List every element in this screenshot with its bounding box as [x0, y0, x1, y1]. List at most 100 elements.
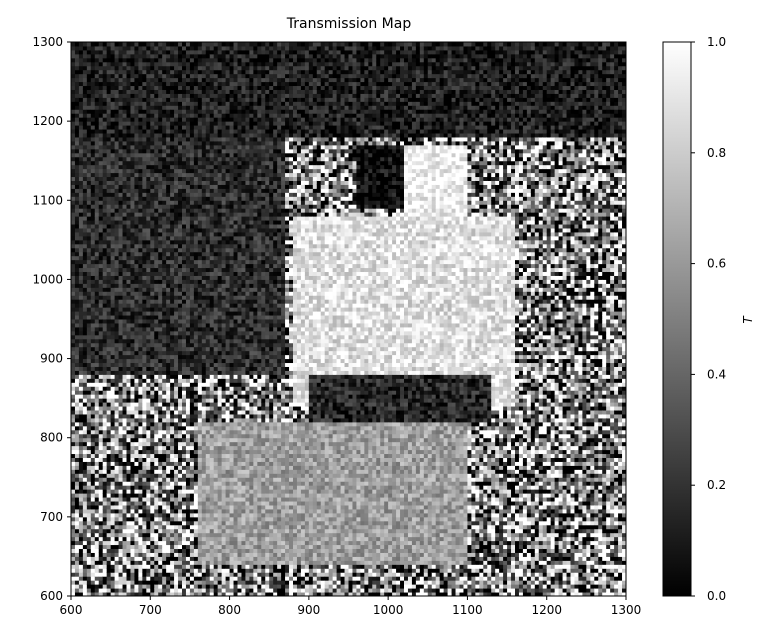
heatmap-cell	[142, 549, 146, 553]
heatmap-cell	[134, 497, 138, 501]
heatmap-cell	[103, 568, 107, 572]
heatmap-cell	[194, 564, 198, 568]
heatmap-cell	[170, 517, 174, 521]
heatmap-cell	[79, 501, 83, 505]
heatmap-cell	[170, 335, 174, 339]
heatmap-cell	[146, 438, 150, 442]
heatmap-cell	[178, 588, 182, 592]
heatmap-cell	[71, 153, 75, 157]
heatmap-cell	[166, 97, 170, 101]
heatmap-cell	[150, 450, 154, 454]
heatmap-cell	[182, 228, 186, 232]
heatmap-cell	[202, 240, 206, 244]
heatmap-cell	[174, 560, 178, 564]
heatmap-cell	[119, 46, 123, 50]
heatmap-cell	[123, 315, 127, 319]
heatmap-cell	[190, 458, 194, 462]
heatmap-cell	[142, 545, 146, 549]
heatmap-cell	[95, 311, 99, 315]
heatmap-cell	[142, 461, 146, 465]
heatmap-cell	[91, 501, 95, 505]
heatmap-cell	[178, 70, 182, 74]
heatmap-cell	[146, 533, 150, 537]
heatmap-cell	[95, 501, 99, 505]
heatmap-cell	[142, 117, 146, 121]
heatmap-cell	[123, 42, 127, 46]
heatmap-cell	[91, 311, 95, 315]
heatmap-cell	[71, 109, 75, 113]
heatmap-cell	[190, 161, 194, 165]
heatmap-cell	[107, 315, 111, 319]
heatmap-cell	[103, 42, 107, 46]
heatmap-cell	[99, 93, 103, 97]
heatmap-cell	[71, 78, 75, 82]
heatmap-cell	[166, 363, 170, 367]
heatmap-cell	[130, 422, 134, 426]
heatmap-cell	[198, 556, 202, 560]
heatmap-cell	[79, 236, 83, 240]
heatmap-cell	[154, 240, 158, 244]
heatmap-cell	[123, 394, 127, 398]
heatmap-cell	[154, 485, 158, 489]
heatmap-cell	[206, 509, 210, 513]
heatmap-cell	[127, 46, 131, 50]
heatmap-cell	[162, 169, 166, 173]
heatmap-cell	[75, 442, 79, 446]
heatmap-cell	[71, 497, 75, 501]
heatmap-cell	[87, 339, 91, 343]
heatmap-cell	[154, 473, 158, 477]
heatmap-cell	[103, 129, 107, 133]
heatmap-cell	[130, 442, 134, 446]
heatmap-cell	[119, 161, 123, 165]
heatmap-cell	[83, 414, 87, 418]
heatmap-cell	[174, 260, 178, 264]
heatmap-cell	[111, 113, 115, 117]
heatmap-cell	[146, 46, 150, 50]
heatmap-cell	[107, 184, 111, 188]
heatmap-cell	[75, 414, 79, 418]
heatmap-cell	[115, 335, 119, 339]
heatmap-cell	[170, 192, 174, 196]
heatmap-cell	[186, 473, 190, 477]
heatmap-cell	[162, 283, 166, 287]
heatmap-cell	[123, 584, 127, 588]
heatmap-cell	[162, 545, 166, 549]
heatmap-cell	[206, 54, 210, 58]
heatmap-cell	[142, 133, 146, 137]
heatmap-cell	[134, 153, 138, 157]
heatmap-cell	[115, 256, 119, 260]
heatmap-cell	[107, 422, 111, 426]
heatmap-cell	[162, 287, 166, 291]
heatmap-cell	[146, 240, 150, 244]
heatmap-cell	[146, 200, 150, 204]
heatmap-cell	[99, 331, 103, 335]
heatmap-cell	[115, 359, 119, 363]
heatmap-cell	[198, 517, 202, 521]
heatmap-cell	[158, 446, 162, 450]
heatmap-cell	[130, 153, 134, 157]
heatmap-cell	[142, 541, 146, 545]
heatmap-cell	[178, 228, 182, 232]
heatmap-cell	[134, 481, 138, 485]
heatmap-cell	[91, 161, 95, 165]
heatmap-cell	[178, 82, 182, 86]
heatmap-cell	[154, 541, 158, 545]
heatmap-cell	[186, 212, 190, 216]
heatmap-cell	[146, 382, 150, 386]
heatmap-cell	[87, 576, 91, 580]
heatmap-cell	[194, 461, 198, 465]
heatmap-cell	[83, 66, 87, 70]
heatmap-cell	[202, 70, 206, 74]
heatmap-cell	[206, 442, 210, 446]
heatmap-cell	[138, 125, 142, 129]
heatmap-cell	[198, 588, 202, 592]
heatmap-cell	[170, 541, 174, 545]
heatmap-cell	[134, 359, 138, 363]
heatmap-cell	[123, 552, 127, 556]
heatmap-cell	[170, 149, 174, 153]
heatmap-cell	[166, 272, 170, 276]
heatmap-cell	[115, 236, 119, 240]
heatmap-cell	[87, 517, 91, 521]
heatmap-cell	[178, 169, 182, 173]
heatmap-cell	[202, 275, 206, 279]
